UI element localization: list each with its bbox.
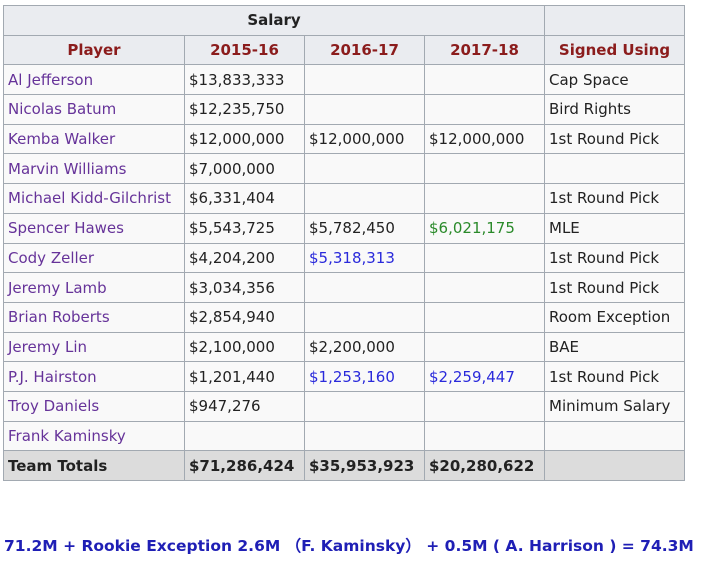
col-header-2017-18: 2017-18: [424, 34, 545, 66]
salary-2016-17: $5,318,313: [304, 242, 425, 274]
salary-2015-16: [184, 420, 305, 452]
salary-2015-16: $5,543,725: [184, 212, 305, 244]
salary-2016-17: $5,782,450: [304, 212, 425, 244]
team-totals-row: Team Totals $71,286,424 $35,953,923 $20,280…: [3, 450, 685, 481]
table-row: Cody Zeller $4,204,200 $5,318,313 1st Round…: [3, 242, 685, 274]
table-row: Michael Kidd-Gilchrist $6,331,404 1st Roun…: [3, 183, 685, 214]
signed-using: Room Exception: [544, 301, 685, 333]
col-header-signed-using: Signed Using: [544, 34, 685, 66]
player-link[interactable]: Nicolas Batum: [3, 94, 185, 125]
player-link[interactable]: P.J. Hairston: [3, 361, 185, 392]
player-link[interactable]: Michael Kidd-Gilchrist: [3, 183, 185, 214]
salary-2017-18: $2,259,447: [424, 361, 545, 392]
signed-using: 1st Round Pick: [544, 183, 685, 214]
salary-2017-18: [424, 94, 545, 125]
group-header-row: Salary: [3, 5, 685, 36]
player-link[interactable]: Kemba Walker: [3, 123, 185, 155]
col-header-player: Player: [3, 34, 185, 66]
salary-2017-18: [424, 183, 545, 214]
table-row: Jeremy Lamb $3,034,356 1st Round Pick: [3, 272, 685, 303]
table-row: Frank Kaminsky: [3, 420, 685, 452]
salary-2015-16: $4,204,200: [184, 242, 305, 274]
signed-using: 1st Round Pick: [544, 361, 685, 392]
salary-2016-17: [304, 183, 425, 214]
salary-2017-18: [424, 242, 545, 274]
player-link[interactable]: Al Jefferson: [3, 64, 185, 96]
table-row: Troy Daniels $947,276 Minimum Salary: [3, 390, 685, 422]
player-link[interactable]: Cody Zeller: [3, 242, 185, 274]
salary-2016-17: $12,000,000: [304, 123, 425, 155]
salary-2016-17: $2,200,000: [304, 331, 425, 363]
signed-using: Cap Space: [544, 64, 685, 96]
cap-calculation-note: 71.2M + Rookie Exception 2.6M （F. Kamins…: [4, 537, 694, 555]
player-link[interactable]: Frank Kaminsky: [3, 420, 185, 452]
salary-2015-16: $13,833,333: [184, 64, 305, 96]
signed-using: [544, 153, 685, 185]
table-row: Al Jefferson $13,833,333 Cap Space: [3, 64, 685, 96]
salary-2016-17: [304, 64, 425, 96]
salary-group-header: Salary: [3, 5, 545, 36]
salary-2017-18: [424, 153, 545, 185]
signed-using: [544, 420, 685, 452]
salary-2015-16: $12,000,000: [184, 123, 305, 155]
signed-using: 1st Round Pick: [544, 123, 685, 155]
signed-using: 1st Round Pick: [544, 272, 685, 303]
salary-2015-16: $947,276: [184, 390, 305, 422]
table-row: Spencer Hawes $5,543,725 $5,782,450 $6,021,…: [3, 212, 685, 244]
player-link[interactable]: Jeremy Lin: [3, 331, 185, 363]
salary-2017-18: [424, 420, 545, 452]
signed-using: BAE: [544, 331, 685, 363]
salary-2015-16: $7,000,000: [184, 153, 305, 185]
col-header-2015-16: 2015-16: [184, 34, 305, 66]
total-2016-17: $35,953,923: [304, 450, 425, 481]
salary-2015-16: $2,854,940: [184, 301, 305, 333]
salary-2015-16: $12,235,750: [184, 94, 305, 125]
table-row: Jeremy Lin $2,100,000 $2,200,000 BAE: [3, 331, 685, 363]
salary-2016-17: [304, 420, 425, 452]
salary-2017-18: [424, 331, 545, 363]
table-row: Brian Roberts $2,854,940 Room Exception: [3, 301, 685, 333]
salary-2017-18: [424, 64, 545, 96]
salary-2017-18: $12,000,000: [424, 123, 545, 155]
table-row: P.J. Hairston $1,201,440 $1,253,160 $2,259,…: [3, 361, 685, 392]
salary-2017-18: [424, 272, 545, 303]
salary-2015-16: $2,100,000: [184, 331, 305, 363]
salary-2016-17: [304, 272, 425, 303]
totals-label: Team Totals: [3, 450, 185, 481]
player-link[interactable]: Marvin Williams: [3, 153, 185, 185]
salary-2015-16: $3,034,356: [184, 272, 305, 303]
signed-using: MLE: [544, 212, 685, 244]
total-2015-16: $71,286,424: [184, 450, 305, 481]
table-row: Marvin Williams $7,000,000: [3, 153, 685, 185]
salary-2016-17: [304, 153, 425, 185]
salary-2017-18: $6,021,175: [424, 212, 545, 244]
salary-2015-16: $1,201,440: [184, 361, 305, 392]
total-2017-18: $20,280,622: [424, 450, 545, 481]
signed-using: 1st Round Pick: [544, 242, 685, 274]
table-row: Kemba Walker $12,000,000 $12,000,000 $12,00…: [3, 123, 685, 155]
col-header-2016-17: 2016-17: [304, 34, 425, 66]
player-link[interactable]: Jeremy Lamb: [3, 272, 185, 303]
signed-using: Minimum Salary: [544, 390, 685, 422]
salary-2016-17: [304, 301, 425, 333]
empty-header-cell: [544, 5, 685, 36]
salary-2017-18: [424, 390, 545, 422]
column-header-row: Player 2015-16 2016-17 2017-18 Signed Us…: [3, 34, 685, 66]
signed-using: Bird Rights: [544, 94, 685, 125]
salary-2016-17: [304, 94, 425, 125]
salary-2017-18: [424, 301, 545, 333]
table-row: Nicolas Batum $12,235,750 Bird Rights: [3, 94, 685, 125]
salary-2016-17: $1,253,160: [304, 361, 425, 392]
player-link[interactable]: Troy Daniels: [3, 390, 185, 422]
salary-2015-16: $6,331,404: [184, 183, 305, 214]
salary-2016-17: [304, 390, 425, 422]
player-link[interactable]: Spencer Hawes: [3, 212, 185, 244]
salary-table: Salary Player 2015-16 2016-17 2017-18 Si…: [3, 5, 685, 481]
player-link[interactable]: Brian Roberts: [3, 301, 185, 333]
total-signed: [544, 450, 685, 481]
